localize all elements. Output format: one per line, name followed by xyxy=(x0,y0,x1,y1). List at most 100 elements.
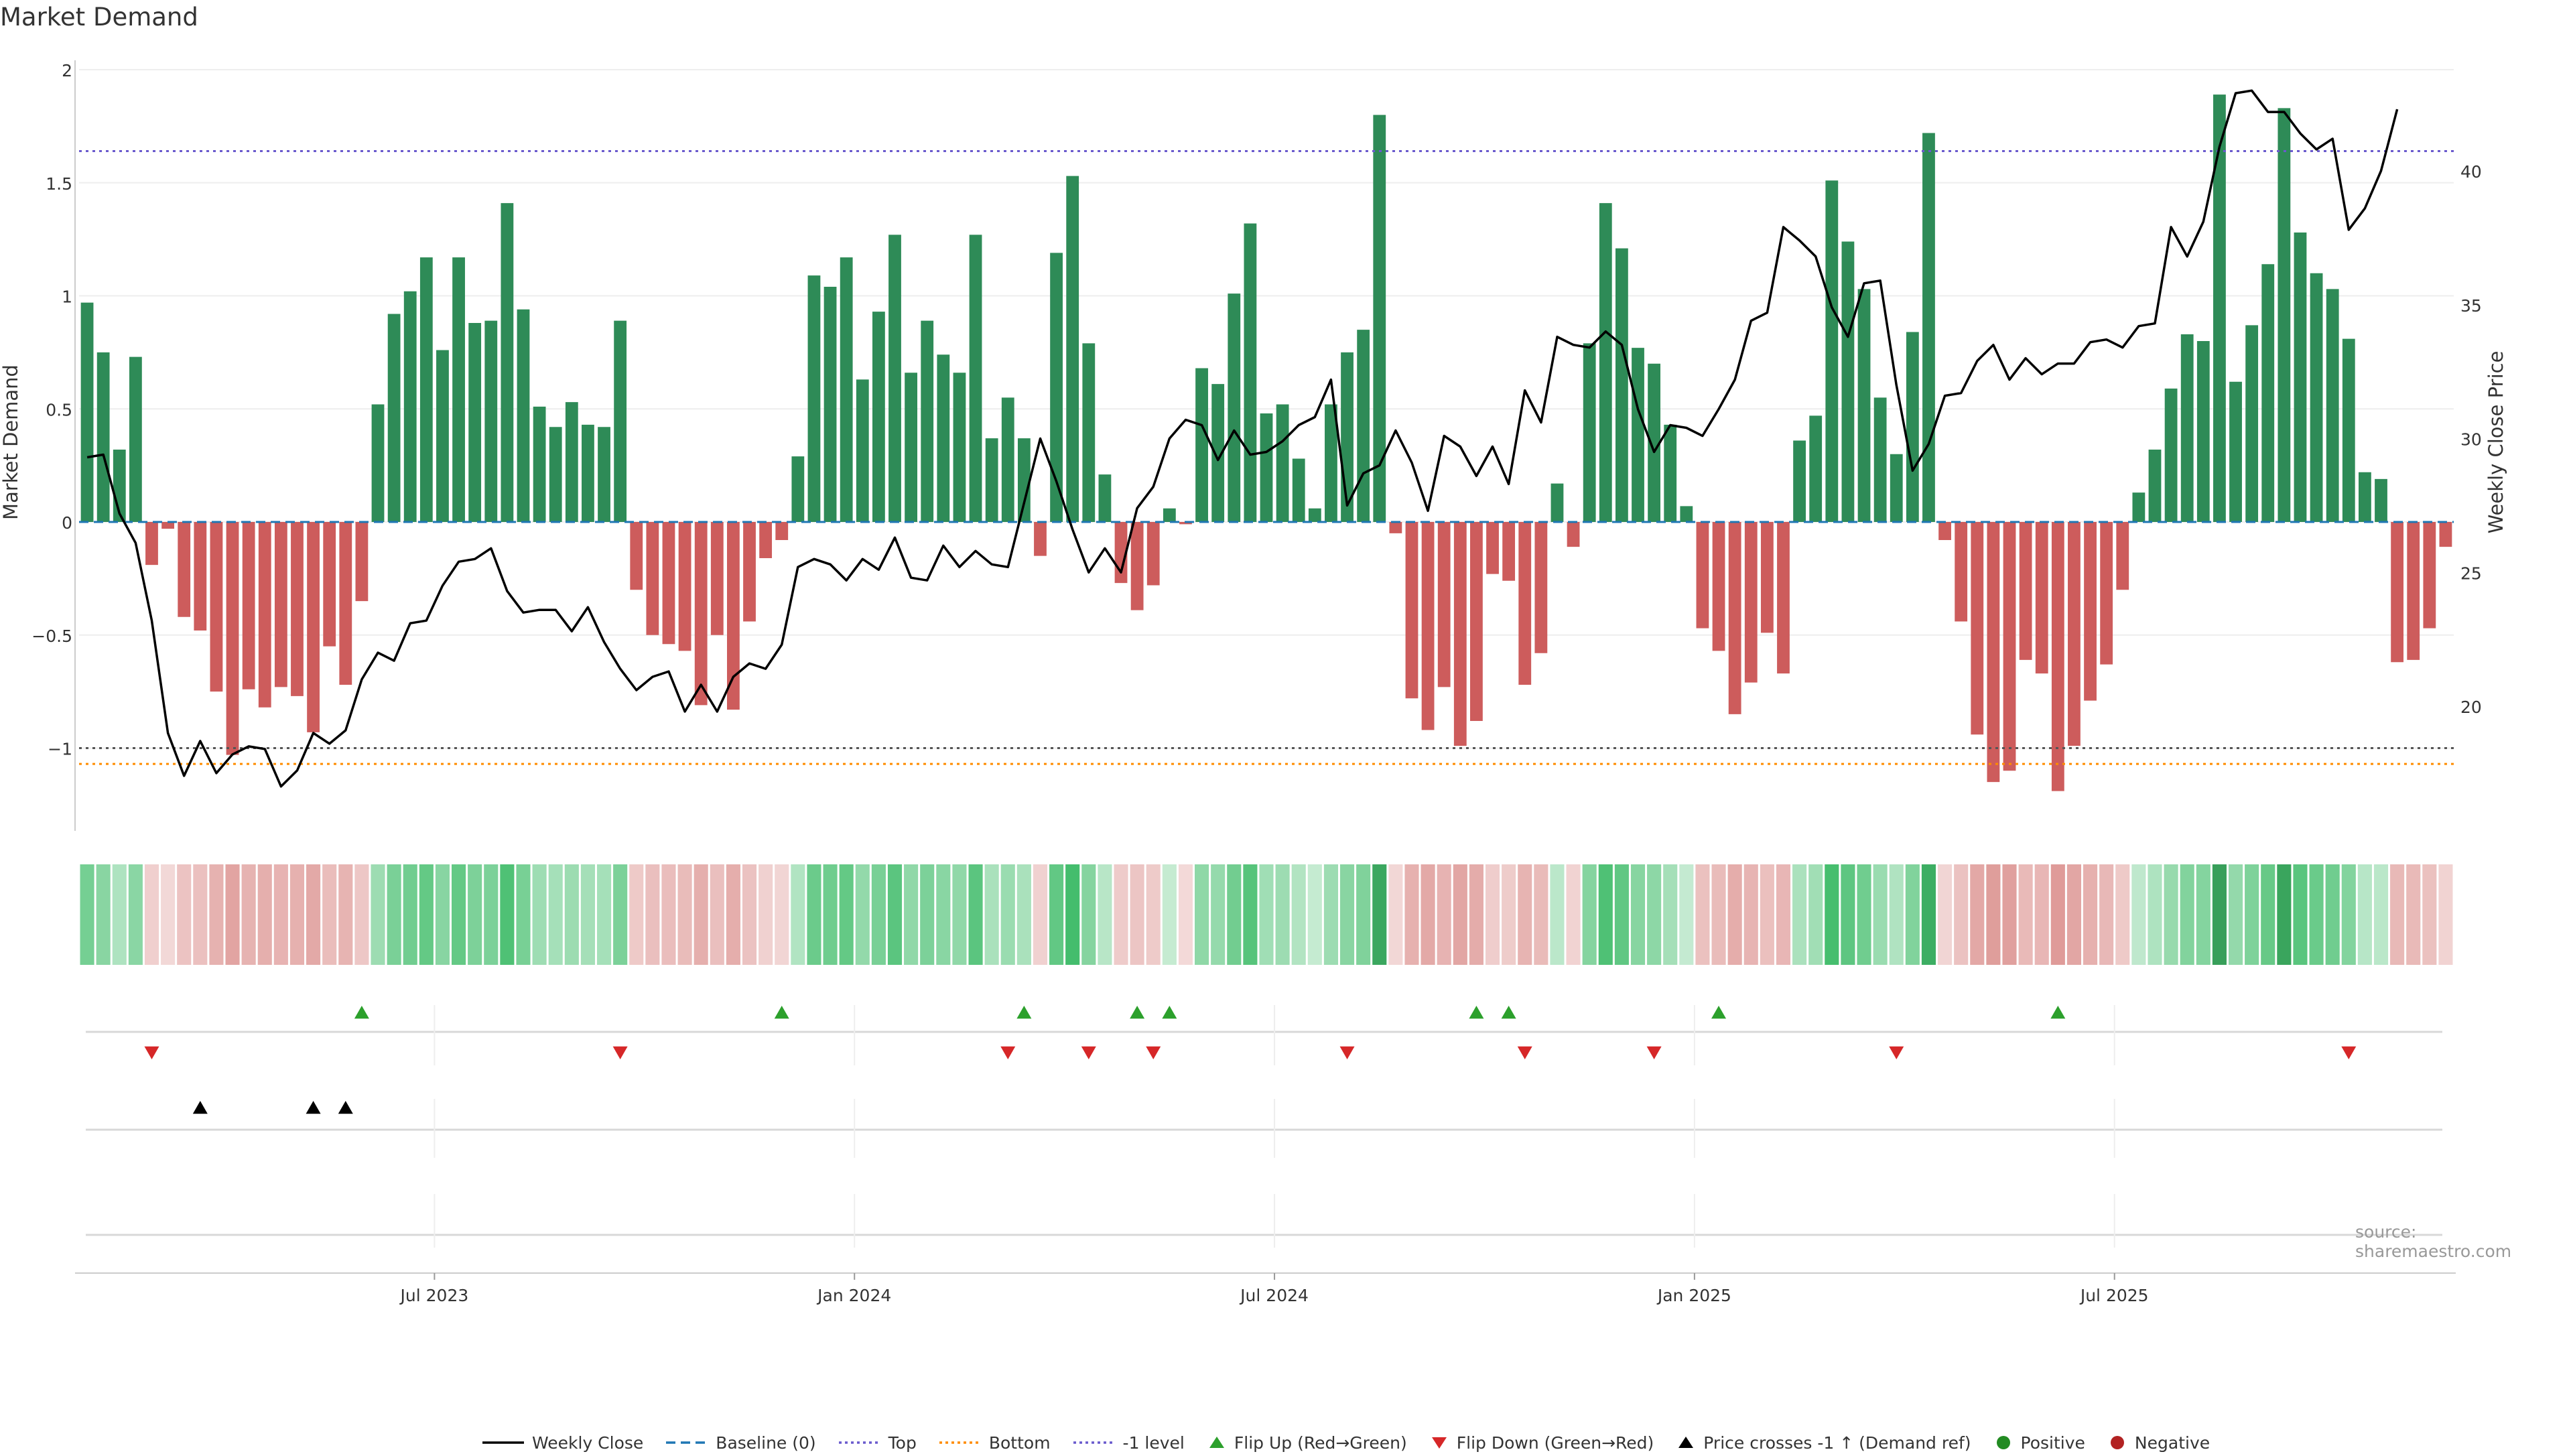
demand-bar xyxy=(1793,440,1806,522)
demand-bar xyxy=(242,522,255,689)
heat-cell xyxy=(1857,864,1871,965)
weekly-close-polyline xyxy=(86,89,2399,788)
demand-bar xyxy=(694,522,708,706)
x-tick-label: Jan 2025 xyxy=(1656,1286,1731,1305)
heat-cell xyxy=(1259,864,1274,965)
legend-label: Flip Down (Green→Red) xyxy=(1456,1433,1654,1453)
demand-bar xyxy=(2213,94,2226,522)
heat-cell xyxy=(2180,864,2194,965)
demand-bar xyxy=(2148,450,2162,522)
demand-bar xyxy=(1325,404,1337,522)
reference-lines xyxy=(79,150,2454,765)
heat-cell xyxy=(2148,864,2162,965)
demand-bar xyxy=(2278,108,2291,522)
demand-bar xyxy=(484,320,498,522)
demand-bar xyxy=(2423,522,2436,628)
demand-bar xyxy=(1922,133,1935,522)
heat-cell xyxy=(807,864,821,965)
demand-bar xyxy=(2196,341,2210,522)
legend-item: Top xyxy=(838,1433,917,1453)
demand-bar xyxy=(582,424,594,522)
heat-cell xyxy=(1033,864,1048,965)
demand-bar xyxy=(2019,522,2032,660)
y2-tick-label: 25 xyxy=(2460,564,2482,583)
heat-cell xyxy=(338,864,353,965)
demand-bar xyxy=(1373,115,1386,522)
demand-bar xyxy=(226,522,239,755)
heat-cell xyxy=(694,864,708,965)
heat-cell xyxy=(1921,864,1936,965)
demand-bar xyxy=(1599,203,1612,522)
heat-cell xyxy=(984,864,999,965)
demand-bar xyxy=(501,203,514,522)
demand-bar xyxy=(1938,522,1951,540)
heat-cell xyxy=(2390,864,2405,965)
heat-cell xyxy=(1970,864,1985,965)
heat-cell xyxy=(1065,864,1080,965)
demand-bar xyxy=(1244,223,1257,522)
demand-bar xyxy=(1890,454,1903,522)
demand-bar xyxy=(145,522,158,566)
heat-cell xyxy=(936,864,951,965)
demand-bar xyxy=(630,522,643,590)
heat-cell xyxy=(322,864,337,965)
demand-bar xyxy=(371,404,385,522)
legend-triangle-up-icon xyxy=(1678,1437,1694,1448)
demand-bar xyxy=(178,522,191,617)
demand-bar xyxy=(1551,483,1564,522)
heat-cell xyxy=(1421,864,1435,965)
heat-cell xyxy=(2245,864,2259,965)
heat-cell xyxy=(1566,864,1581,965)
demand-bar xyxy=(969,235,982,522)
demand-bar xyxy=(727,522,740,710)
heat-cell xyxy=(1081,864,1096,965)
heat-cell xyxy=(548,864,563,965)
heat-cell xyxy=(2164,864,2178,965)
heat-cell xyxy=(387,864,401,965)
demand-bar xyxy=(1146,522,1160,586)
heat-cell xyxy=(532,864,547,965)
demand-bar xyxy=(1195,368,1208,522)
demand-bar xyxy=(1292,458,1305,522)
heat-cell xyxy=(1130,864,1144,965)
y-tick-label: 1.5 xyxy=(46,174,72,194)
demand-bar xyxy=(274,522,287,687)
flip-down-marker xyxy=(2341,1046,2357,1059)
x-tick-label: Jul 2023 xyxy=(399,1286,469,1305)
heat-cell xyxy=(2261,864,2275,965)
demand-bar xyxy=(1906,332,1919,522)
heat-cell xyxy=(2212,864,2227,965)
heat-cell xyxy=(2034,864,2049,965)
demand-bar xyxy=(419,257,433,522)
heat-cell xyxy=(1647,864,1662,965)
heat-cell xyxy=(1760,864,1774,965)
heat-cell xyxy=(2309,864,2324,965)
heat-cell xyxy=(2083,864,2098,965)
legend-dotted-line-icon xyxy=(838,1441,880,1444)
legend-dotted-line-icon xyxy=(1073,1441,1115,1444)
demand-bar xyxy=(856,379,869,522)
demand-bar xyxy=(1760,522,1774,633)
heat-cell xyxy=(1437,864,1451,965)
heat-cell xyxy=(1792,864,1807,965)
price-cross-marker xyxy=(192,1101,208,1114)
heat-cell xyxy=(354,864,369,965)
demand-bar xyxy=(1648,363,1661,522)
heat-cell xyxy=(1339,864,1355,965)
demand-bar xyxy=(1744,522,1758,683)
heat-cell xyxy=(2050,864,2065,965)
demand-bar xyxy=(1696,522,1709,628)
y2-axis-title: Weekly Close Price xyxy=(2485,351,2507,534)
demand-bar xyxy=(1050,253,1063,522)
heat-cell xyxy=(1873,864,1888,965)
demand-bar xyxy=(2245,325,2259,522)
flip-up-marker xyxy=(1711,1006,1727,1019)
demand-bar xyxy=(1017,438,1031,522)
flip-up-marker xyxy=(774,1006,789,1019)
demand-bar xyxy=(387,314,401,522)
heat-cell xyxy=(516,864,531,965)
heat-cell xyxy=(1825,864,1839,965)
demand-bar xyxy=(1809,415,1823,522)
flip-up-marker xyxy=(1501,1006,1516,1019)
